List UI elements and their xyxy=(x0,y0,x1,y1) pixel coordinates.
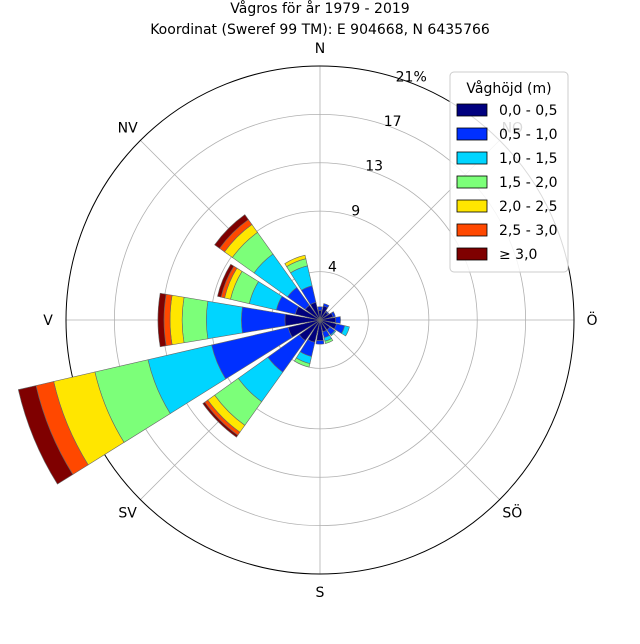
radial-tick-label-0: 4 xyxy=(328,259,337,275)
bar-sector-7-bin-3 xyxy=(324,338,334,344)
bar-sector-1-bin-1 xyxy=(322,303,330,309)
radial-tick-label-3: 17 xyxy=(384,114,402,130)
direction-label-sv: SV xyxy=(118,505,137,521)
legend-label-1: 0,5 - 1,0 xyxy=(499,127,557,143)
radial-tick-labels: 4 9 13 17 21% xyxy=(328,69,427,275)
legend-title: Våghöjd (m) xyxy=(466,80,551,97)
bar-sector-13-bin-6 xyxy=(217,263,235,298)
legend-label-2: 1,0 - 1,5 xyxy=(499,151,557,167)
legend-box xyxy=(449,71,569,273)
bar-sector-15-bin-4 xyxy=(284,254,307,268)
legend-label-0: 0,0 - 0,5 xyxy=(499,103,557,119)
direction-label-nv: NV xyxy=(118,121,138,137)
legend-swatch-4 xyxy=(456,199,488,213)
bar-sector-12-bin-1 xyxy=(241,306,286,334)
outer-circle xyxy=(65,65,575,575)
bar-sector-11-bin-6 xyxy=(17,385,74,485)
bar-sector-14-bin-6 xyxy=(214,214,249,249)
bar-sector-12-bin-4 xyxy=(169,294,185,346)
direction-label-v: V xyxy=(43,313,53,329)
legend-label-6: ≥ 3,0 xyxy=(499,247,537,263)
legend: Våghöjd (m) 0,0 - 0,5 0,5 - 1,0 1,0 - 1,5 1… xyxy=(449,71,569,273)
chart-subtitle: Koordinat (Sweref 99 TM): E 904668, N 64… xyxy=(150,22,490,38)
legend-swatch-2 xyxy=(456,151,488,165)
legend-label-4: 2,0 - 2,5 xyxy=(499,199,557,215)
bar-sector-0-bin-1 xyxy=(317,306,323,311)
bar-sector-2-bin-1 xyxy=(325,310,330,315)
chart-title: Vågros för år 1979 - 2019 xyxy=(230,0,409,17)
legend-swatch-5 xyxy=(456,223,488,237)
bar-sector-9-bin-3 xyxy=(293,357,311,368)
bars-layer xyxy=(17,214,350,485)
direction-label-s: S xyxy=(316,585,325,601)
bar-sector-12-bin-6 xyxy=(157,292,167,348)
legend-swatch-6 xyxy=(456,247,488,261)
radial-tick-label-1: 9 xyxy=(351,203,360,219)
legend-label-5: 2,5 - 3,0 xyxy=(499,223,557,239)
bar-sector-10-bin-6 xyxy=(202,401,239,438)
radial-tick-label-4: 21% xyxy=(396,69,427,85)
bar-sector-5-bin-2 xyxy=(341,325,350,337)
legend-label-3: 1,5 - 2,0 xyxy=(499,175,557,191)
direction-labels: NNOÖSÖSSVVNV xyxy=(43,41,597,601)
bar-sector-8-bin-1 xyxy=(315,339,325,345)
legend-swatch-3 xyxy=(456,175,488,189)
direction-label-sö: SÖ xyxy=(502,503,522,521)
direction-label-ö: Ö xyxy=(586,311,597,329)
radial-tick-label-2: 13 xyxy=(365,159,383,175)
bar-sector-6-bin-2 xyxy=(330,330,337,337)
bar-sector-12-bin-3 xyxy=(181,296,209,344)
legend-swatch-0 xyxy=(456,103,488,117)
bar-sector-12-bin-2 xyxy=(206,300,243,340)
bar-sector-3-bin-1 xyxy=(330,311,336,318)
direction-label-n: N xyxy=(315,41,325,57)
bar-sector-4-bin-1 xyxy=(335,316,341,324)
grid-spoke-3 xyxy=(319,319,500,500)
legend-swatch-1 xyxy=(456,127,488,141)
